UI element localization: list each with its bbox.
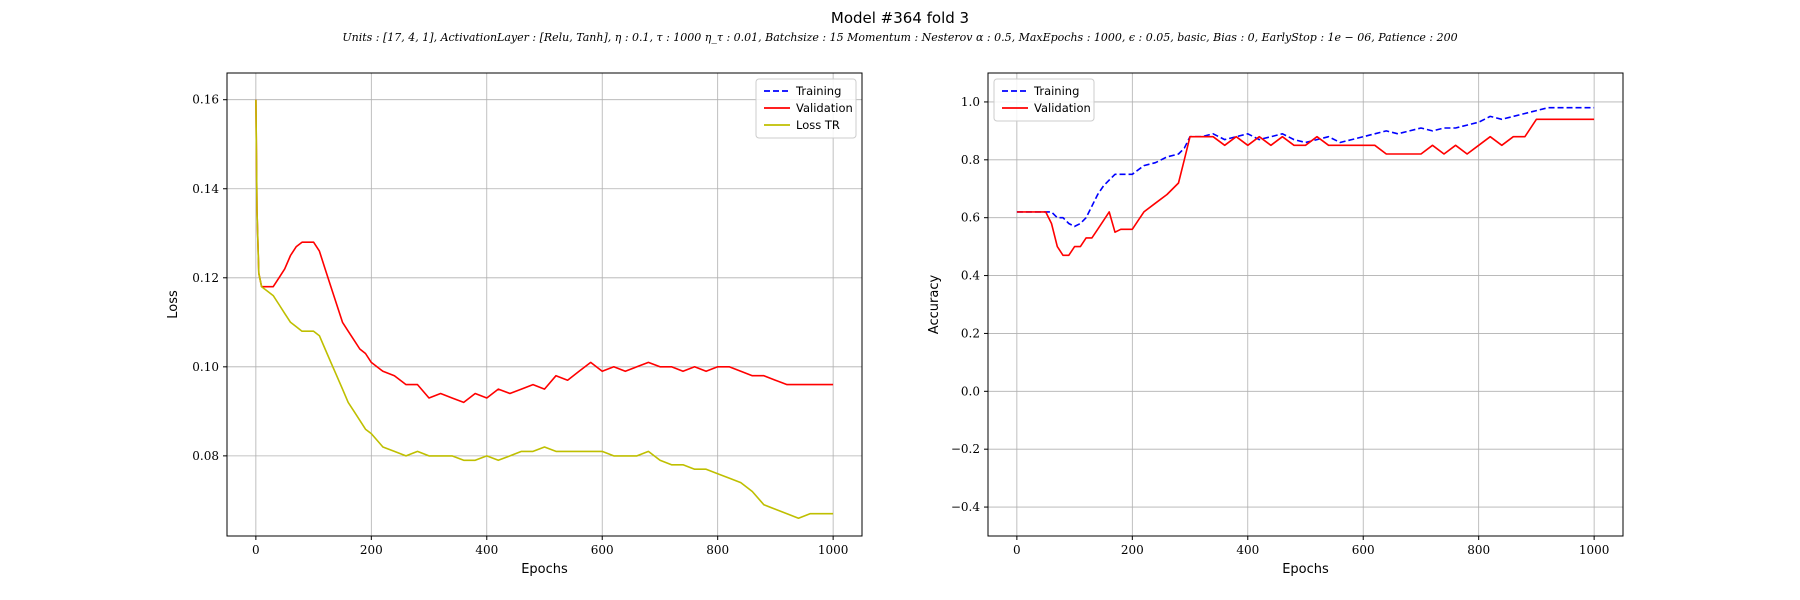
legend-label: Validation [1034, 101, 1091, 115]
x-tick-label: 400 [1236, 543, 1259, 557]
legend-box [755, 78, 857, 139]
series-line-validation [255, 99, 834, 404]
x-tick-label: 800 [706, 543, 729, 557]
plot-frame [987, 72, 1624, 537]
y-tick-label: 0.6 [961, 211, 980, 225]
legend-label: Validation [796, 101, 853, 115]
y-tick-label: 1.0 [961, 95, 980, 109]
x-tick-label: 600 [1352, 543, 1375, 557]
series-line-validation [1016, 118, 1595, 257]
series-line-loss-tr [255, 99, 834, 520]
x-tick-label: 400 [475, 543, 498, 557]
legend-label: Training [1033, 84, 1079, 98]
series-line-training [1016, 106, 1595, 228]
y-tick-label: −0.2 [951, 442, 980, 456]
y-tick-label: 0.08 [192, 449, 219, 463]
x-tick-label: 200 [360, 543, 383, 557]
y-tick-label: 0.0 [961, 384, 980, 398]
y-tick-label: 0.10 [192, 360, 219, 374]
x-tick-label: 600 [591, 543, 614, 557]
x-tick-label: 800 [1467, 543, 1490, 557]
legend-label: Loss TR [796, 118, 840, 132]
figure-title: Model #364 fold 3 [830, 9, 970, 27]
accuracy-chart: 0 200 400 600 800 1000 −0.4 −0.2 0.0 0.2 0.4 0.6 0.8… [927, 72, 1624, 577]
legend-box [993, 78, 1095, 122]
x-tick-label: 1000 [1579, 543, 1610, 557]
loss-chart: 0 200 400 600 800 1000 0.08 0.10 0.12 0.14 0.16 Epo… [166, 72, 863, 577]
y-tick-label: 0.2 [961, 326, 980, 340]
y-tick-label: 0.16 [192, 93, 219, 107]
y-tick-label: −0.4 [951, 500, 981, 514]
x-tick-label: 200 [1121, 543, 1144, 557]
legend-label: Training [795, 84, 841, 98]
y-tick-label: 0.4 [961, 269, 980, 283]
y-tick-label: 0.8 [961, 153, 980, 167]
y-tick-label: 0.12 [192, 271, 219, 285]
x-tick-label: 0 [252, 543, 260, 557]
x-tick-label: 1000 [818, 543, 849, 557]
x-tick-label: 0 [1013, 543, 1021, 557]
figure-subtitle: Units : [17, 4, 1], ActivationLayer : [R… [342, 31, 1458, 44]
y-tick-label: 0.14 [192, 182, 219, 196]
legend: Training Validation Loss TR [755, 78, 857, 139]
plot-frame [226, 72, 863, 537]
x-axis-label: Epochs [521, 562, 568, 577]
y-axis-label: Accuracy [927, 275, 942, 335]
x-axis-label: Epochs [1282, 562, 1329, 577]
y-axis-label: Loss [166, 290, 181, 319]
legend: Training Validation [993, 78, 1095, 122]
